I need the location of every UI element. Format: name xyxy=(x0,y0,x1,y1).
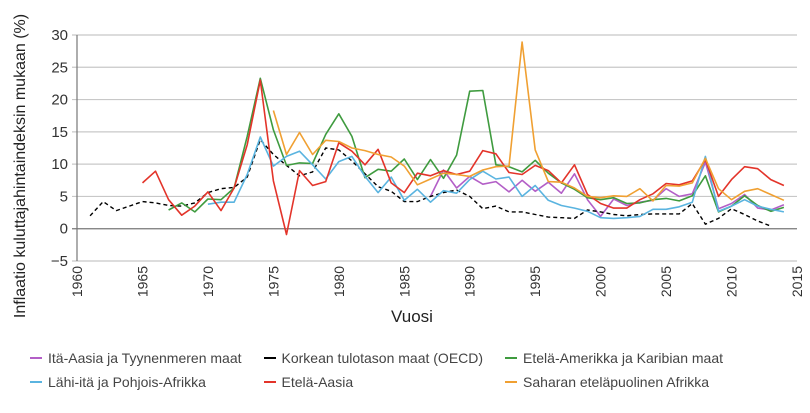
x-tick-label: 1975 xyxy=(265,266,281,297)
x-tick-label: 1960 xyxy=(69,266,85,297)
x-tick-label: 2000 xyxy=(593,266,609,297)
legend-item: Etelä-Aasia xyxy=(263,374,484,390)
legend-swatch xyxy=(505,381,518,383)
y-tick-label: −5 xyxy=(51,253,68,270)
legend: Itä-Aasia ja Tyynenmeren maat Korkean tul… xyxy=(30,350,723,390)
legend-swatch xyxy=(30,381,42,383)
legend-item: Etelä-Amerikka ja Karibian maat xyxy=(505,350,723,366)
y-tick-label: 30 xyxy=(51,27,68,44)
x-tick-label: 2005 xyxy=(658,266,674,297)
x-tick-label: 2010 xyxy=(724,266,740,297)
x-tick-label: 1980 xyxy=(331,266,347,297)
x-tick-label: 1965 xyxy=(134,266,150,297)
legend-label: Korkean tulotason maat (OECD) xyxy=(281,350,484,366)
x-tick-labels: 1960 1965 1970 1975 1980 1985 1990 1995 2000 2005… xyxy=(69,266,805,297)
series-line-2 xyxy=(168,77,785,213)
y-tick-label: 10 xyxy=(51,156,68,173)
legend-label: Etelä-Aasia xyxy=(281,374,354,390)
y-tick-label: 5 xyxy=(60,188,68,205)
x-tick-label: 1995 xyxy=(527,266,543,297)
y-tick-label: 15 xyxy=(51,124,68,141)
x-tick-label: 1970 xyxy=(200,266,216,297)
x-tick-label: 2015 xyxy=(789,266,805,297)
y-tick-label: 25 xyxy=(51,59,68,76)
series-line-1 xyxy=(89,138,772,227)
y-tick-label: 20 xyxy=(51,92,68,109)
y-axis-label: Inflaatio kuluttajahintaindeksin mukaan … xyxy=(12,14,29,318)
legend-label: Saharan eteläpuolinen Afrikka xyxy=(523,374,710,390)
legend-label: Itä-Aasia ja Tyynenmeren maat xyxy=(48,350,242,366)
legend-label: Lähi-itä ja Pohjois-Afrikka xyxy=(48,374,206,390)
series-line-4 xyxy=(141,79,785,236)
series-line-0 xyxy=(429,161,785,218)
legend-item: Itä-Aasia ja Tyynenmeren maat xyxy=(30,350,242,366)
x-tick-label: 1985 xyxy=(396,266,412,297)
legend-swatch xyxy=(263,357,276,359)
legend-label: Etelä-Amerikka ja Karibian maat xyxy=(523,350,724,366)
legend-swatch xyxy=(505,357,518,359)
series-lines xyxy=(89,41,785,236)
legend-swatch xyxy=(30,357,42,359)
legend-item: Saharan eteläpuolinen Afrikka xyxy=(505,374,723,390)
series-line-3 xyxy=(207,136,785,220)
legend-swatch xyxy=(263,381,276,383)
x-tick-label: 1990 xyxy=(462,266,478,297)
y-tick-label: 0 xyxy=(60,221,68,238)
x-axis-label: Vuosi xyxy=(391,307,433,326)
legend-item: Korkean tulotason maat (OECD) xyxy=(263,350,484,366)
legend-item: Lähi-itä ja Pohjois-Afrikka xyxy=(30,374,242,390)
y-tick-labels: −5 0 5 10 15 20 25 30 xyxy=(51,27,68,270)
gridlines xyxy=(72,34,797,262)
series-line-5 xyxy=(272,41,785,202)
